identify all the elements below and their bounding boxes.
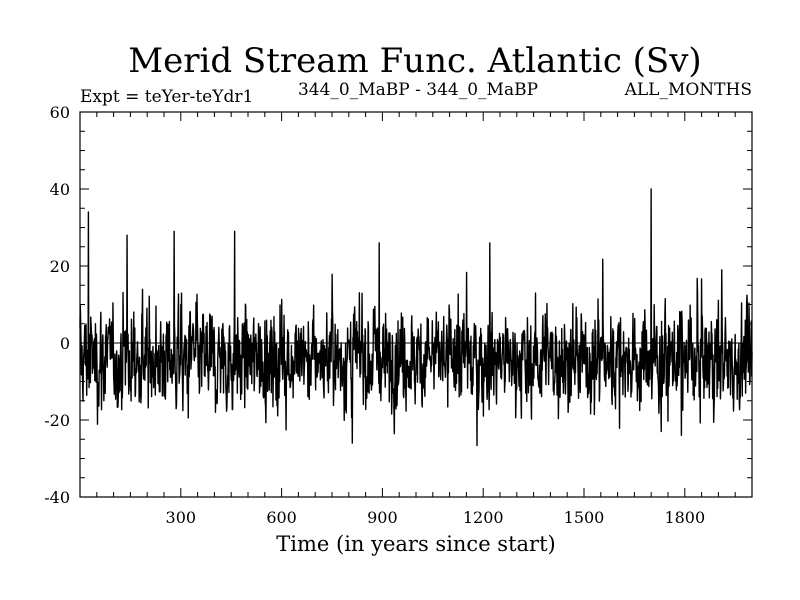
y-tick-label: -20 — [44, 411, 70, 430]
y-tick-label: -40 — [44, 488, 70, 507]
y-tick-label: 40 — [50, 180, 70, 199]
y-tick-label: 60 — [50, 103, 70, 122]
y-tick-label: 20 — [50, 257, 70, 276]
x-tick-label: 1500 — [564, 508, 605, 527]
series-line — [79, 188, 753, 447]
period-label: 344_0_MaBP - 344_0_MaBP — [298, 80, 538, 100]
months-label: ALL_MONTHS — [624, 80, 752, 100]
experiment-label: Expt = teYer-teYdr1 — [80, 87, 253, 107]
x-tick-label: 300 — [166, 508, 197, 527]
y-tick-label: 0 — [60, 334, 70, 353]
x-tick-label: 1200 — [463, 508, 504, 527]
x-tick-label: 600 — [266, 508, 297, 527]
x-axis-label: Time (in years since start) — [276, 532, 555, 556]
plot-area — [79, 188, 753, 447]
x-tick-label: 900 — [367, 508, 398, 527]
x-tick-label: 1800 — [664, 508, 705, 527]
axes: -40 -20 0 20 40 60 300 600 900 1200 1500 1800 — [44, 103, 752, 527]
chart-title: Merid Stream Func. Atlantic (Sv) — [128, 41, 701, 81]
